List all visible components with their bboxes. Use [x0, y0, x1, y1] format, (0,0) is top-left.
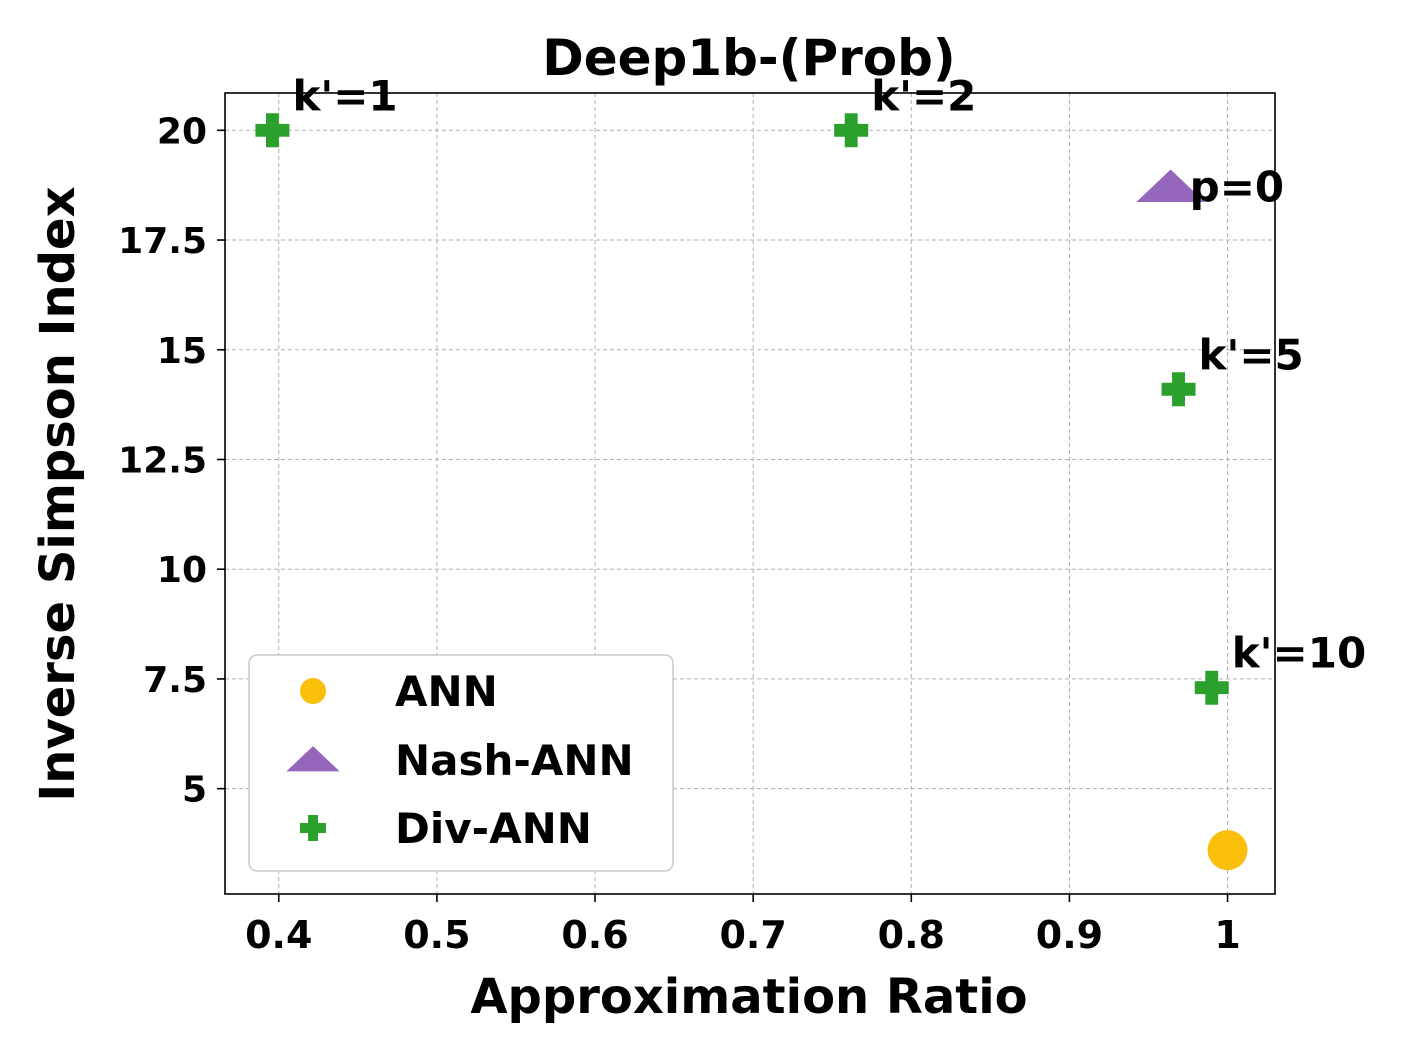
y-tick-label: 7.5	[143, 660, 207, 701]
x-tick-label: 0.5	[403, 913, 470, 957]
x-axis-ticks: 0.4 0.5 0.6 0.7 0.8 0.9 1	[245, 894, 1241, 957]
x-tick-label: 0.9	[1036, 913, 1103, 957]
data-points	[255, 113, 1248, 871]
div-ann-point	[255, 113, 290, 148]
legend-label: ANN	[395, 667, 498, 716]
ann-point	[1207, 830, 1248, 871]
legend: ANN Nash-ANN Div-ANN	[248, 654, 674, 872]
y-tick-label: 20	[157, 111, 207, 152]
point-label: k'=2	[871, 71, 976, 120]
y-tick-label: 5	[182, 770, 207, 811]
plot-frame	[224, 92, 1276, 895]
point-label: p=0	[1190, 162, 1284, 211]
x-tick-label: 0.4	[245, 913, 312, 957]
point-label: k'=1	[292, 71, 397, 120]
x-tick-label: 0.8	[878, 913, 945, 957]
legend-marker-nash-ann	[286, 746, 340, 772]
legend-marker-div-ann	[300, 815, 326, 841]
y-tick-label: 12.5	[118, 440, 207, 481]
x-tick-label: 1	[1214, 913, 1240, 957]
y-axis-ticks: 5 7.5 10 12.5 15 17.5 20	[118, 111, 225, 811]
point-label: k'=10	[1232, 629, 1366, 678]
point-labels: p=0 k'=1 k'=2 k'=5 k'=10	[292, 71, 1366, 677]
y-tick-label: 17.5	[118, 221, 207, 262]
div-ann-point	[1194, 670, 1229, 705]
y-axis-label: Inverse Simpson Index	[30, 186, 86, 801]
y-tick-label: 15	[157, 331, 207, 372]
legend-marker-ann	[300, 678, 326, 704]
y-tick-label: 10	[157, 550, 207, 591]
legend-label: Div-ANN	[395, 804, 592, 853]
div-ann-point	[1161, 372, 1196, 407]
point-label: k'=5	[1199, 330, 1304, 379]
grid-lines	[225, 93, 1275, 894]
div-ann-point	[834, 113, 869, 148]
x-axis-label: Approximation Ratio	[470, 969, 1027, 1025]
x-tick-label: 0.7	[719, 913, 786, 957]
chart-title: Deep1b-(Prob)	[542, 29, 956, 87]
x-tick-label: 0.6	[561, 913, 628, 957]
nash-ann-point	[1136, 169, 1205, 202]
legend-label: Nash-ANN	[395, 736, 634, 785]
legend-box	[248, 654, 674, 872]
